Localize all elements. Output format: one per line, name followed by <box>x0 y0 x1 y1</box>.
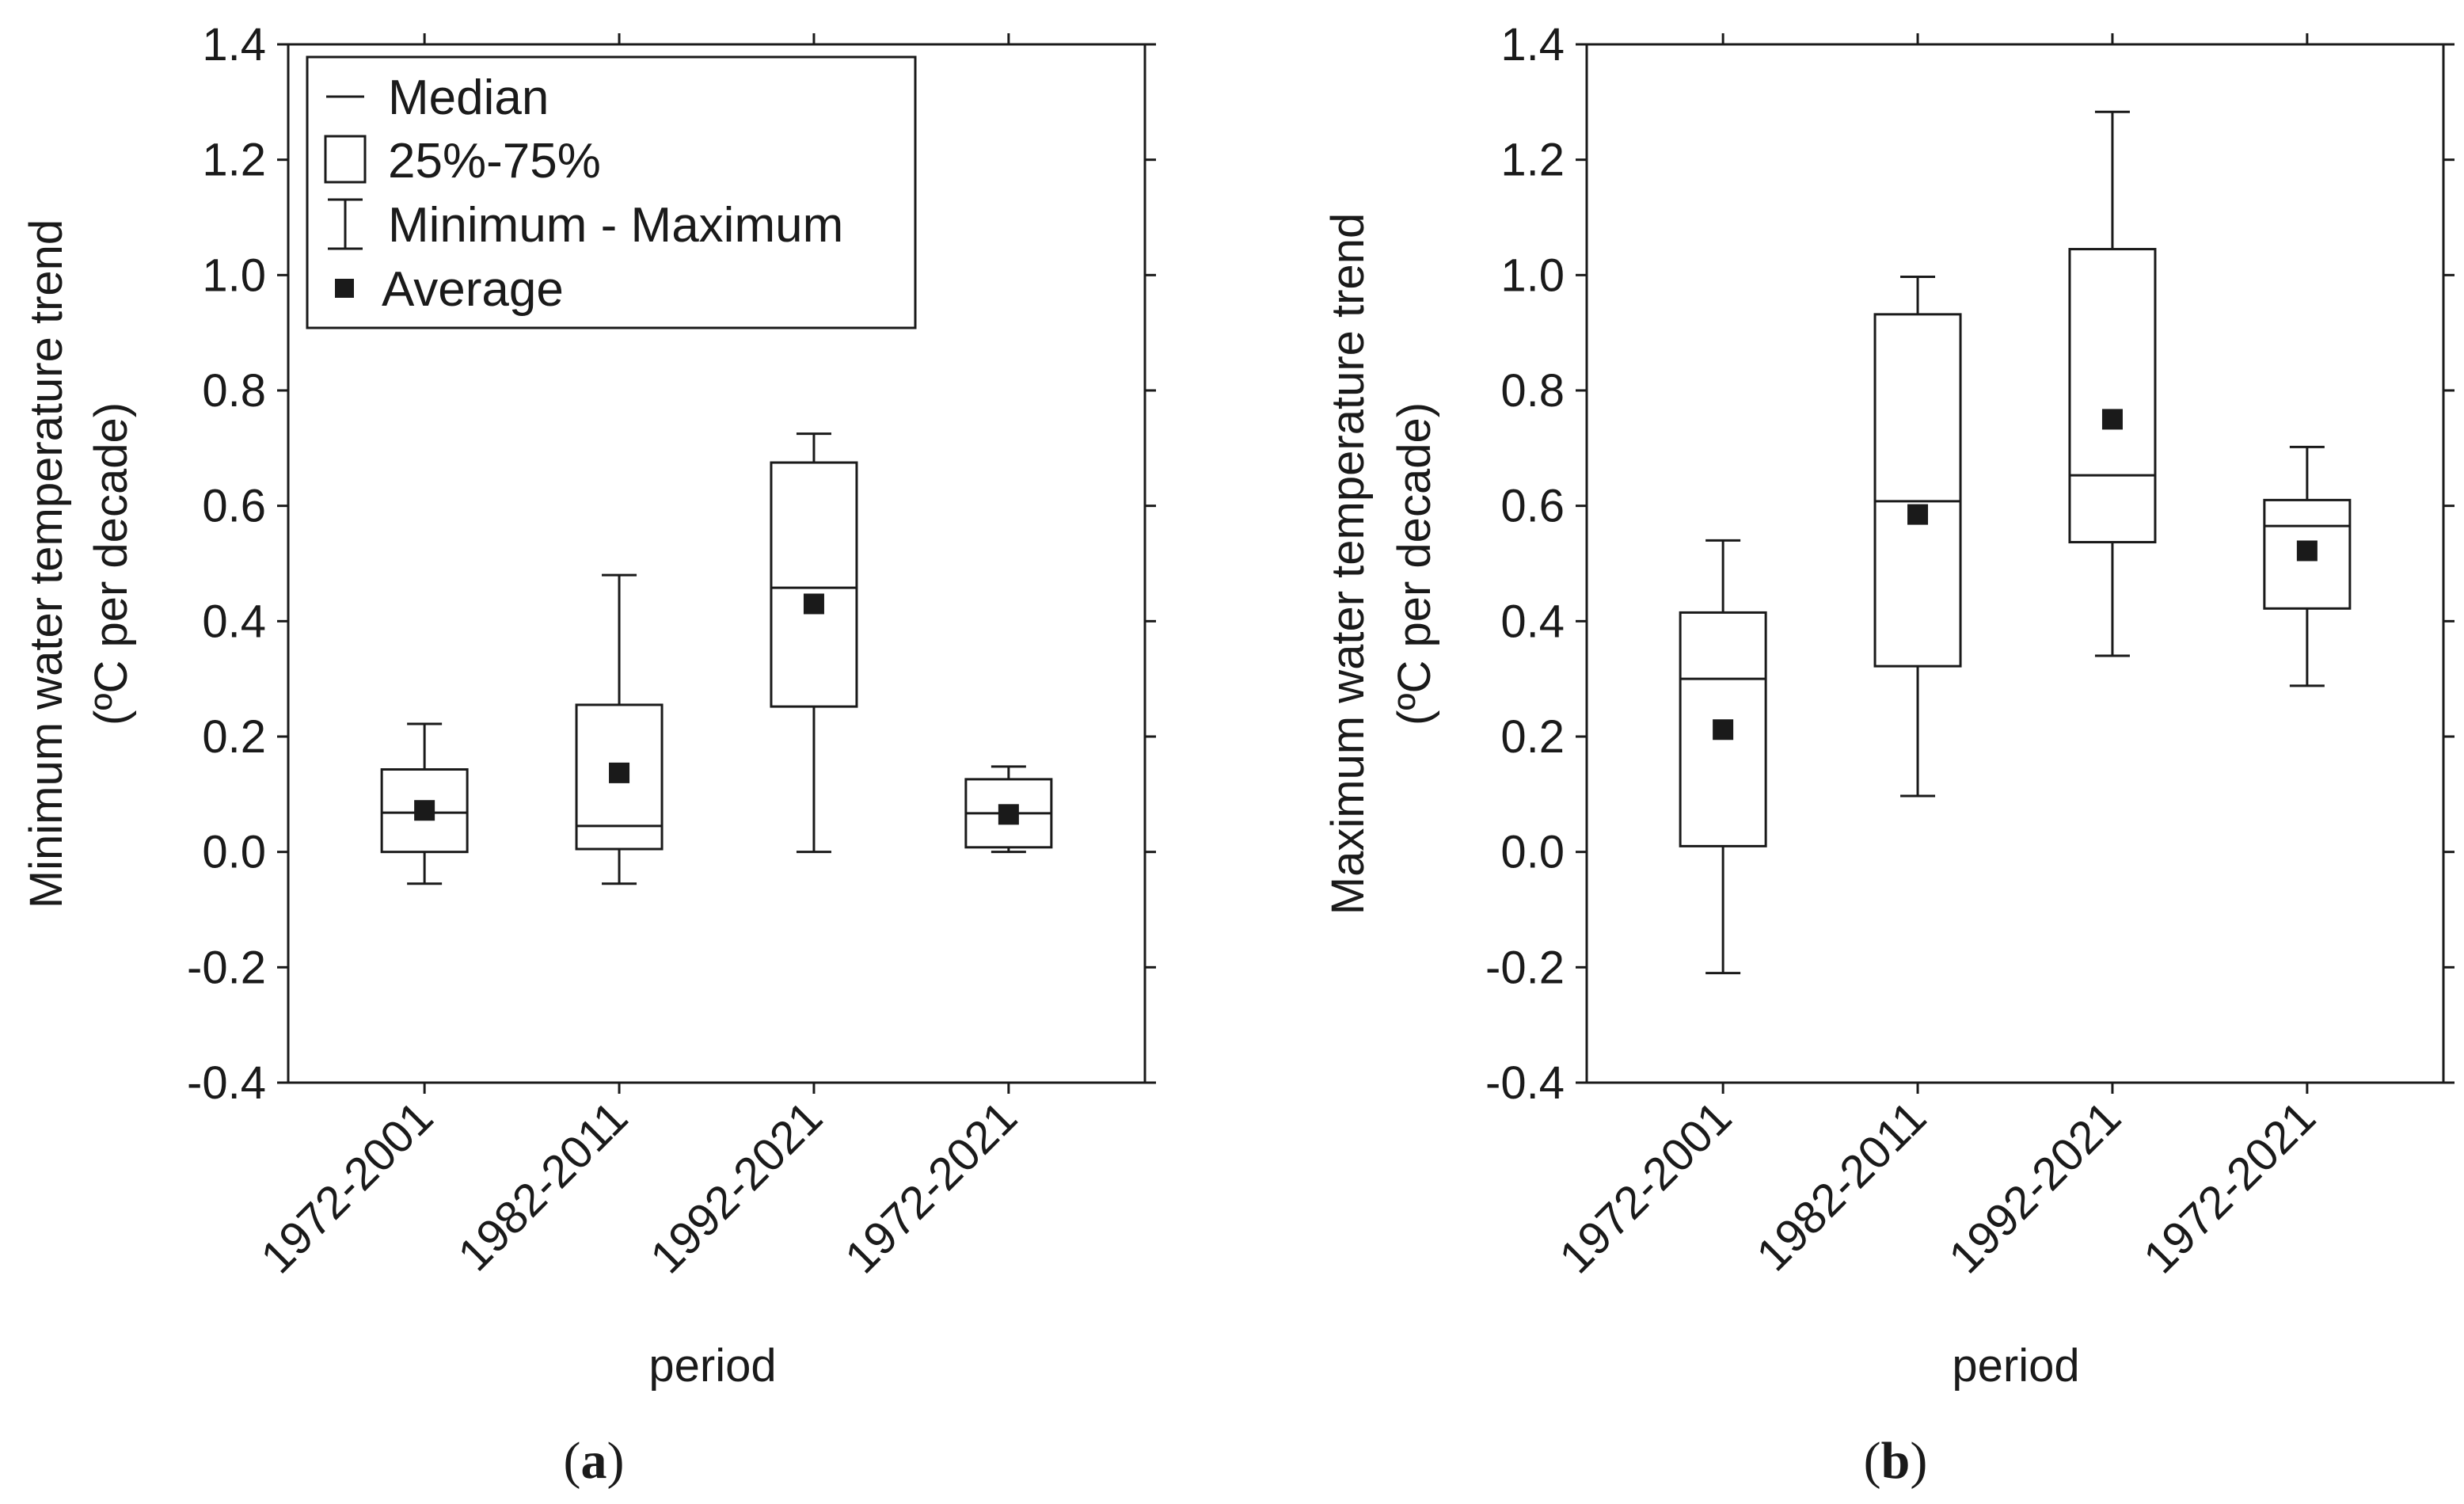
iqr-box-a-1 <box>575 703 664 851</box>
plot-frame-a <box>287 43 1146 1084</box>
y-tick-label-b-6: 0.8 <box>1500 365 1565 417</box>
box-a-1 <box>575 573 664 885</box>
mean-marker-a-0 <box>414 800 435 821</box>
panel-a: -0.4 -0.2 0.0 0.2 0.4 0.6 0.8 1.0 1.2 1.4 1972-20… <box>21 19 1156 1490</box>
boxes-b <box>1679 110 2352 975</box>
mean-marker-b-3 <box>2296 540 2318 562</box>
plot-frame-b <box>1585 43 2445 1084</box>
y-axis-label-b-line2: (ºC per decade) <box>1389 402 1440 725</box>
y-tick-label-b-7: 1.0 <box>1500 249 1565 301</box>
legend-median-label: Median <box>388 70 549 125</box>
x-ticks-b: 1972-2001 1982-2011 1992-2021 1972-2021 <box>1550 33 2325 1283</box>
y-axis-label-b-line1: Maximum water temperature trend <box>1322 213 1374 915</box>
legend-range-symbol <box>328 198 363 250</box>
y-ticks-b: -0.4 -0.2 0.0 0.2 0.4 0.6 0.8 1.0 1.2 1.4 <box>1485 19 2454 1109</box>
iqr-box-b-1 <box>1873 313 1962 668</box>
x-tick-label-a-2: 1992-2021 <box>641 1091 832 1283</box>
iqr-box-b-3 <box>2263 498 2352 610</box>
x-axis-label-b: period <box>1952 1340 2079 1392</box>
panel-caption-a-letter: a <box>581 1432 607 1490</box>
y-tick-label-a-4: 0.4 <box>202 596 266 647</box>
legend-iqr-label: 25%-75% <box>388 134 601 188</box>
mean-marker-b-0 <box>1713 719 1734 741</box>
box-a-2 <box>770 432 858 854</box>
legend-range-label: Minimum - Maximum <box>388 198 843 253</box>
iqr-box-b-0 <box>1679 611 1767 847</box>
iqr-box-a-0 <box>380 768 469 854</box>
y-tick-label-a-8: 1.2 <box>202 135 266 186</box>
y-tick-label-b-1: -0.2 <box>1485 942 1565 993</box>
y-tick-label-a-0: -0.4 <box>187 1057 266 1109</box>
y-axis-label-a-line2: (ºC per decade) <box>86 402 137 725</box>
mean-marker-a-1 <box>609 762 630 783</box>
panel-caption-b-letter: b <box>1881 1432 1911 1490</box>
mean-marker-a-2 <box>803 593 824 615</box>
y-tick-label-b-3: 0.2 <box>1500 711 1565 763</box>
panel-b: -0.4 -0.2 0.0 0.2 0.4 0.6 0.8 1.0 1.2 1.4 1972-20… <box>1322 19 2454 1490</box>
x-tick-label-b-0: 1972-2001 <box>1550 1091 1741 1283</box>
legend-average-label: Average <box>382 262 564 317</box>
y-tick-label-a-5: 0.6 <box>202 481 266 532</box>
x-tick-label-b-1: 1982-2011 <box>1747 1091 1936 1281</box>
y-tick-label-a-1: -0.2 <box>187 942 266 993</box>
iqr-box-b-2 <box>2068 248 2157 544</box>
box-b-2 <box>2068 110 2157 657</box>
x-tick-label-b-3: 1972-2021 <box>2134 1091 2325 1283</box>
y-tick-label-b-2: 0.0 <box>1500 827 1565 878</box>
legend-box <box>306 55 917 329</box>
box-a-0 <box>380 722 469 885</box>
box-b-1 <box>1873 276 1962 798</box>
mean-marker-b-2 <box>2101 409 2123 430</box>
y-tick-label-b-5: 0.6 <box>1500 481 1565 532</box>
panel-caption-b: (b) <box>1864 1432 1928 1490</box>
x-tick-label-a-1: 1982-2011 <box>448 1091 637 1281</box>
y-tick-label-a-9: 1.4 <box>202 19 266 70</box>
x-tick-label-b-2: 1992-2021 <box>1939 1091 2131 1283</box>
y-tick-label-a-3: 0.2 <box>202 711 266 763</box>
y-axis-label-a-line1: Minimum water temperature trend <box>21 219 72 908</box>
legend: Median 25%-75% Minimum - Maximum Average <box>306 55 917 329</box>
panel-caption-a: (a) <box>564 1432 625 1490</box>
y-tick-label-a-6: 0.8 <box>202 365 266 417</box>
box-a-3 <box>964 765 1053 854</box>
y-tick-label-a-2: 0.0 <box>202 827 266 878</box>
y-tick-label-a-7: 1.0 <box>202 249 266 301</box>
iqr-box-a-2 <box>770 461 858 708</box>
y-tick-label-b-9: 1.4 <box>1500 19 1565 70</box>
y-tick-label-b-4: 0.4 <box>1500 596 1565 647</box>
mean-marker-b-1 <box>1907 504 1929 525</box>
legend-iqr-symbol <box>324 135 367 184</box>
box-b-3 <box>2263 445 2352 687</box>
x-tick-label-a-0: 1972-2001 <box>251 1091 443 1283</box>
box-b-0 <box>1679 539 1767 975</box>
y-tick-label-b-0: -0.4 <box>1485 1057 1565 1109</box>
x-tick-label-a-3: 1972-2021 <box>835 1091 1027 1283</box>
mean-marker-a-3 <box>998 804 1019 825</box>
y-tick-label-b-8: 1.2 <box>1500 135 1565 186</box>
legend-average-symbol <box>335 279 354 298</box>
x-axis-label-a: period <box>648 1340 776 1392</box>
boxes-a <box>380 432 1053 885</box>
y-ticks-a: -0.4 -0.2 0.0 0.2 0.4 0.6 0.8 1.0 1.2 1.4 <box>187 19 1156 1109</box>
